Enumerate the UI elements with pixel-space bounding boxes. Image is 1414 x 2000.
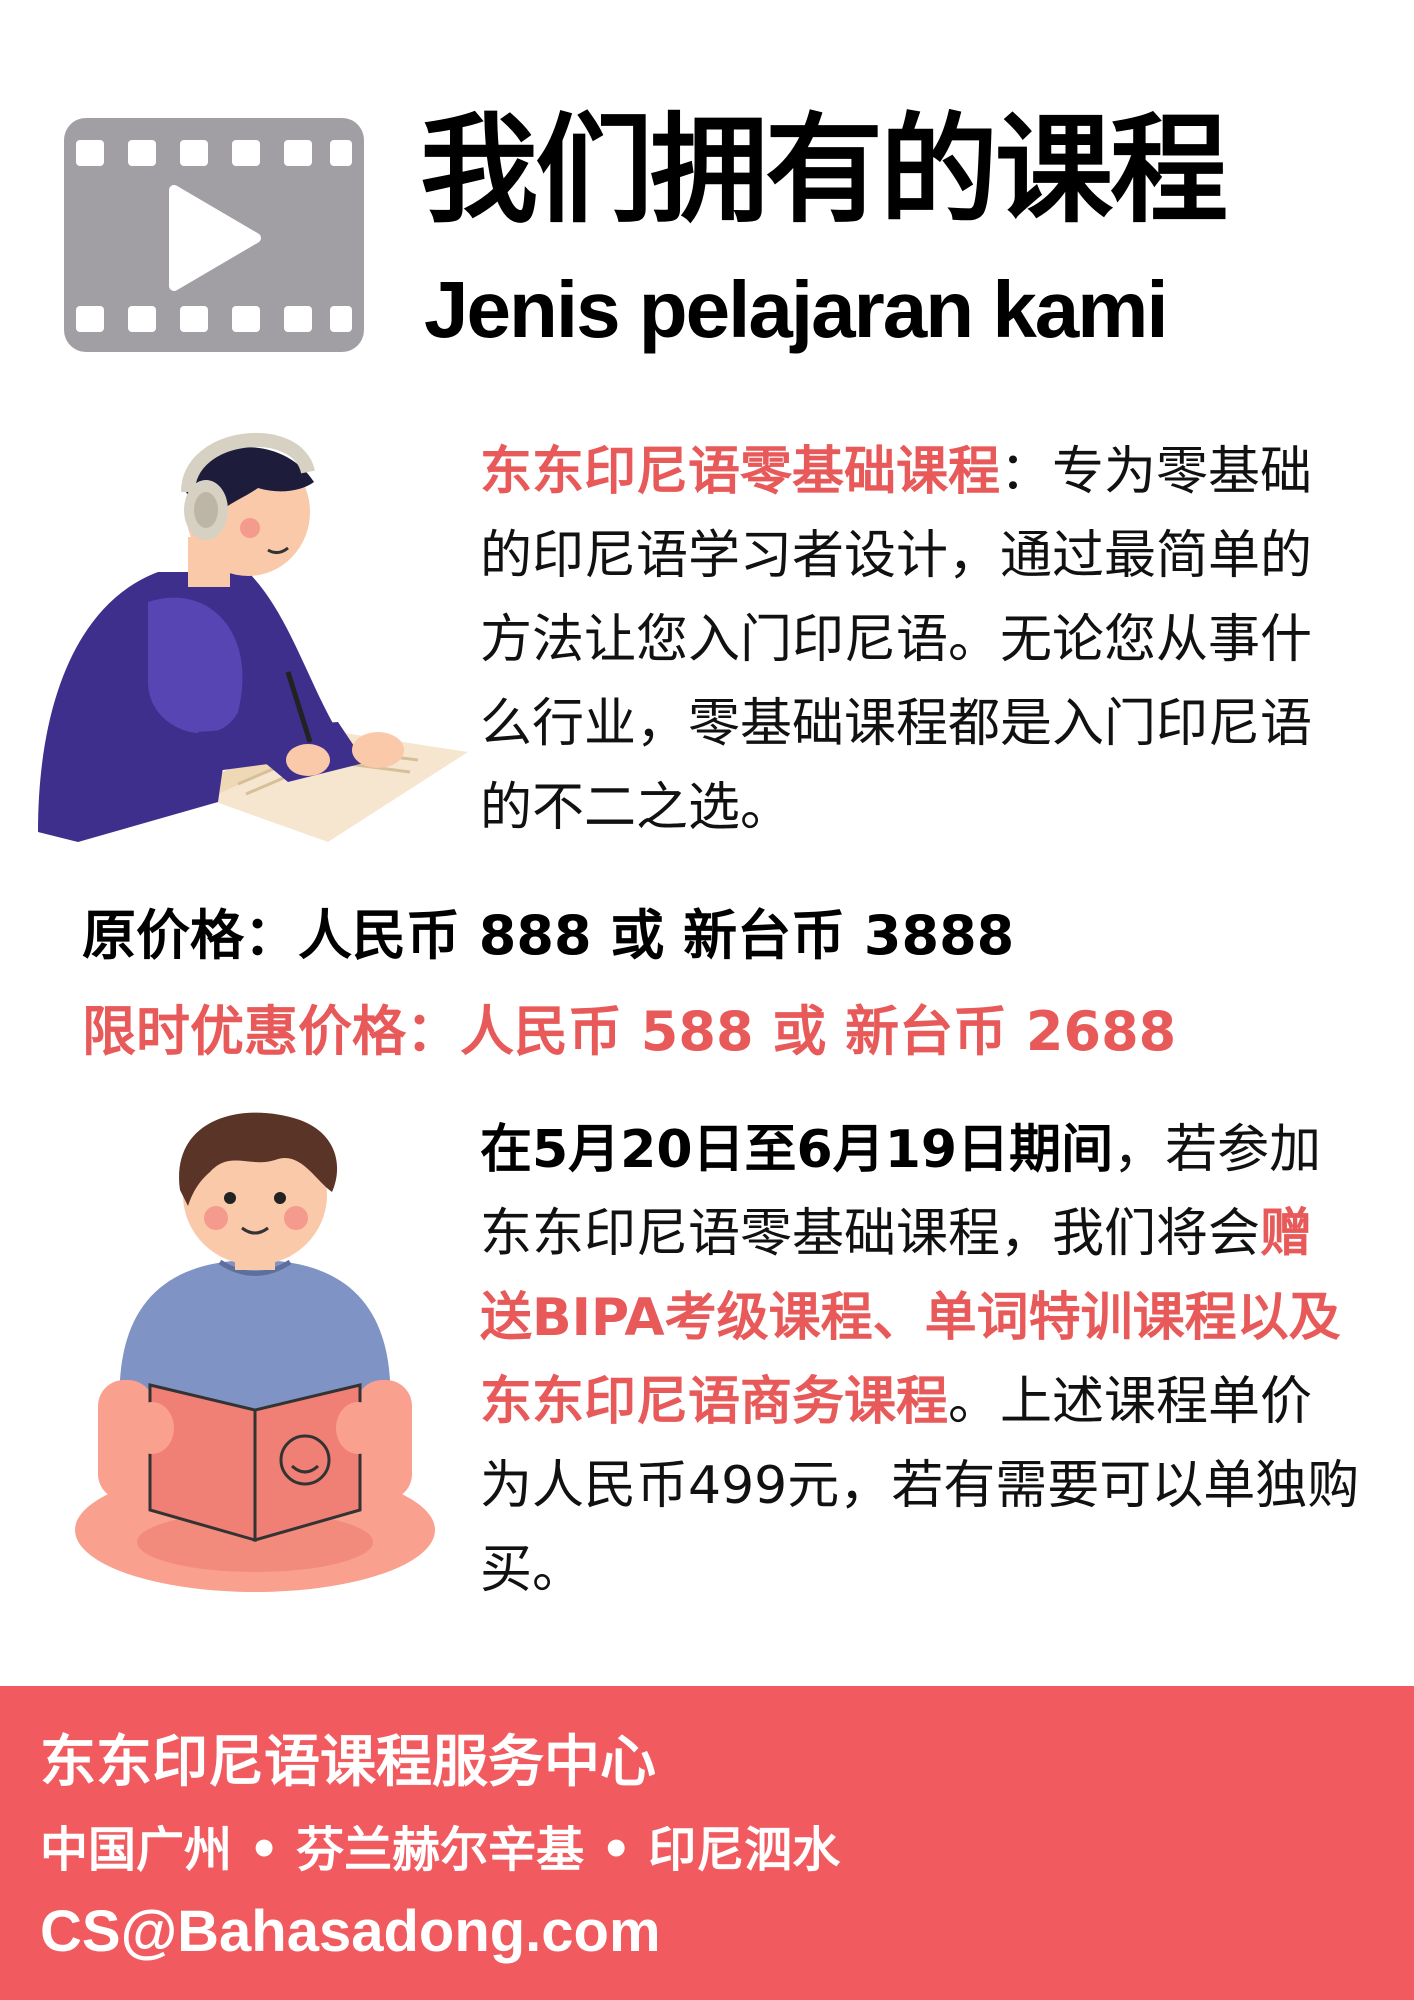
course-name-highlight: 东东印尼语零基础课程 (480, 442, 1001, 502)
promotion-period: 在5月20日至6月19日期间 (480, 1120, 1114, 1180)
film-play-icon (64, 118, 364, 352)
promotion-text-1: ，若参加东东印尼语零基础课程，我们将会 (480, 1120, 1322, 1264)
gift-courses-highlight: 赠送BIPA考级课程、单词特训课程以及东东印尼语商务课程 (480, 1204, 1341, 1432)
course-intro-text: ：专为零基础的印尼语学习者设计，通过最简单的方法让您入门印尼语。无论您从事什么行… (480, 442, 1313, 838)
footer-banner: 东东印尼语课程服务中心 中国广州 • 芬兰赫尔辛基 • 印尼泗水 CS@Baha… (0, 1686, 1414, 2000)
service-center-name: 东东印尼语课程服务中心 (40, 1730, 656, 1795)
promotion-paragraph: 在5月20日至6月19日期间，若参加东东印尼语零基础课程，我们将会赠送BIPA考… (480, 1108, 1360, 1612)
sale-price: 限时优惠价格：人民币 588 或 新台币 2688 (82, 1000, 1177, 1063)
promotion-text-2: 。上述课程单价为人民币499元，若有需要可以单独购买。 (480, 1372, 1360, 1600)
course-intro-paragraph: 东东印尼语零基础课程：专为零基础的印尼语学习者设计，通过最简单的方法让您入门印尼… (480, 430, 1360, 850)
page-subtitle: Jenis pelajaran kami (424, 265, 1169, 354)
man-headphones-reading-illustration (38, 432, 478, 852)
original-price: 原价格：人民币 888 或 新台币 3888 (82, 904, 1015, 967)
office-locations: 中国广州 • 芬兰赫尔辛基 • 印尼泗水 (40, 1822, 841, 1878)
boy-reading-illustration (70, 1110, 440, 1600)
page-title: 我们拥有的课程 (420, 101, 1228, 239)
contact-email[interactable]: CS@Bahasadong.com (40, 1899, 661, 1964)
